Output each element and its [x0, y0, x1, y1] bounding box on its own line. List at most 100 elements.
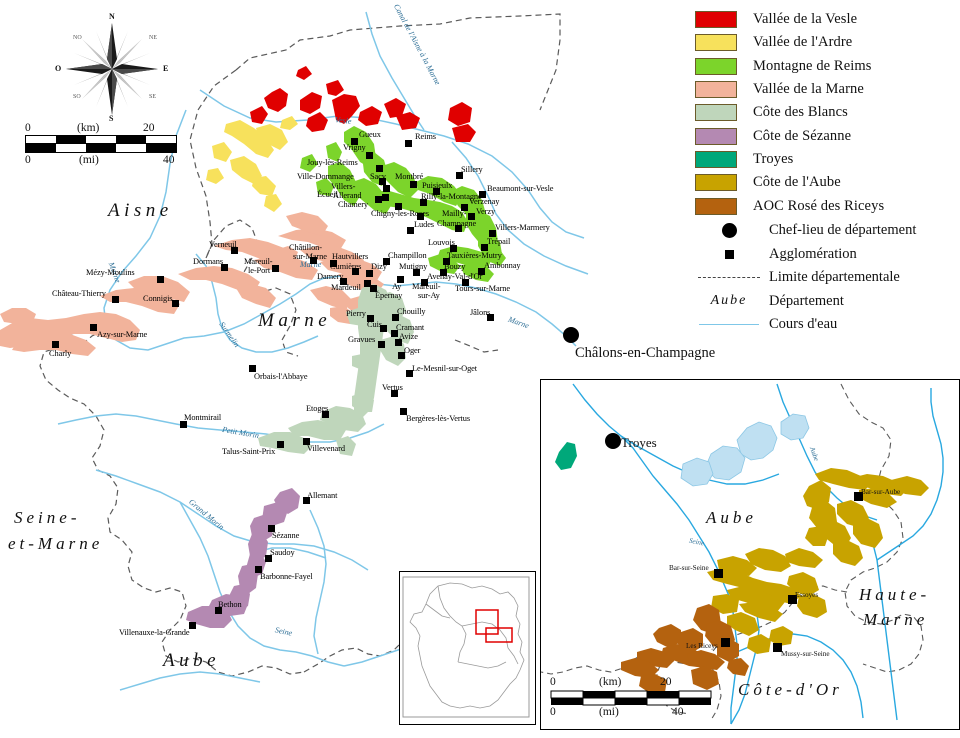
town-label: Gueux: [359, 130, 381, 139]
agglomeration-marker: [395, 203, 402, 210]
legend-symbol-label: Département: [769, 292, 844, 309]
agglomeration-marker: [340, 278, 347, 285]
agglomeration-marker: [52, 341, 59, 348]
agglomeration-marker: [364, 280, 371, 287]
inset-scalebar-mi-label: (mi): [599, 706, 619, 718]
agglomeration-marker: [379, 178, 386, 185]
agglomeration-marker: [410, 181, 417, 188]
town-label: Sézanne: [272, 531, 300, 540]
town-label: Le-Mesnil-sur-Oget: [412, 364, 478, 373]
legend-color-swatch: [695, 34, 737, 52]
agglomeration-marker: [383, 258, 390, 265]
agglomeration-marker: [255, 566, 262, 573]
legend-symbol-label: Limite départementale: [769, 269, 900, 286]
agglomeration-marker: [351, 138, 358, 145]
inset-chef-lieu-marker: [605, 433, 621, 449]
agglomeration-marker: [468, 213, 475, 220]
town-label: Ay: [392, 282, 402, 291]
compass-label-s: S: [109, 114, 114, 123]
town-label: Avenay-Val-d'Or: [427, 272, 483, 281]
inset-agglomeration-marker: [773, 643, 782, 652]
inset-department-label: Côte-d'Or: [738, 680, 843, 699]
legend-label: Montagne de Reims: [753, 57, 872, 74]
agglomeration-marker: [272, 265, 279, 272]
town-label: Montbré: [395, 172, 424, 181]
agglomeration-marker: [405, 140, 412, 147]
scalebar-main: 0 (km) 20 0 (mi) 40: [25, 122, 177, 169]
river-line-icon: [695, 324, 763, 326]
town-label: Mutigny: [399, 262, 428, 271]
legend-label: Vallée de la Vesle: [753, 11, 858, 28]
agglomeration-marker: [370, 285, 377, 292]
area-aoc-rose-des-riceys: [621, 604, 749, 694]
town-label: Gravues: [348, 335, 376, 344]
inset-town-label: Bar-sur-Aube: [861, 488, 901, 496]
agglomeration-marker: [268, 525, 275, 532]
town-label: Villevenard: [307, 444, 345, 453]
town-label: Etoges: [306, 404, 329, 413]
agglomeration-marker: [376, 165, 383, 172]
agglomeration-marker: [456, 172, 463, 179]
agglomeration-marker: [90, 324, 97, 331]
legend-label: AOC Rosé des Riceys: [753, 197, 885, 214]
agglomeration-marker: [487, 314, 494, 321]
town-label: Jâlons: [470, 308, 491, 317]
inset-scalebar-mi-start: 0: [550, 706, 556, 718]
town-label: Dormans: [193, 257, 224, 266]
agglomeration-marker: [112, 296, 119, 303]
town-label: Épernay: [375, 291, 403, 300]
france-outline: [409, 582, 525, 709]
legend-label: Vallée de l'Ardre: [753, 34, 853, 51]
town-label: Villenauxe-la-Grande: [119, 628, 190, 637]
agglomeration-marker: [172, 300, 179, 307]
inset-scalebar-km-label: (km): [599, 676, 622, 688]
town-label: Tauxières-Mutry: [447, 251, 502, 260]
town-label: Barbonne-Fayel: [260, 572, 313, 581]
town-label: Louvois: [428, 238, 455, 247]
compass-label-so: SO: [73, 94, 81, 100]
agglomeration-marker: [420, 199, 427, 206]
departmental-boundaries: [39, 13, 561, 677]
town-label: Mardeuil: [331, 283, 361, 292]
legend-row-appellation: Vallée de la Marne: [695, 78, 957, 101]
town-label: Villers-Marmery: [495, 223, 550, 232]
legend-row-symbol: Chef-lieu de département: [695, 219, 957, 243]
town-label: Damery: [317, 272, 344, 281]
department-label: Aube: [163, 650, 221, 671]
department-label: Aisne: [108, 200, 173, 221]
agglomeration-marker: [398, 352, 405, 359]
agglomeration-marker: [322, 411, 329, 418]
area-vallee-de-la-marne: [0, 212, 384, 356]
legend-color-swatch: [695, 11, 737, 29]
legend-row-appellation: Montagne de Reims: [695, 55, 957, 78]
legend-color-swatch: [695, 174, 737, 192]
legend-row-symbol: Aube Département: [695, 290, 957, 314]
town-label: Mareuil-: [412, 282, 441, 291]
legend-row-symbol: Agglomération: [695, 243, 957, 267]
compass-label-se: SE: [149, 94, 157, 100]
legend-color-swatch: [695, 57, 737, 75]
scalebar-km-label: (km): [77, 122, 100, 134]
inset-agglomeration-marker: [721, 638, 730, 647]
area-troyes: [555, 442, 577, 470]
agglomeration-marker: [310, 257, 317, 264]
town-label: Champagne: [437, 219, 477, 228]
agglomeration-marker: [461, 204, 468, 211]
legend-symbol-label: Chef-lieu de département: [769, 222, 917, 239]
area-cote-de-l-aube: [707, 468, 929, 654]
agglomeration-marker: [417, 213, 424, 220]
department-label: et-Marne: [8, 534, 104, 553]
agglomeration-marker: [455, 225, 462, 232]
aube-inset-map: Aube Haute- Marne Côte-d'Or Aube Seine Bar-sur…: [540, 379, 960, 730]
town-label: Bergères-lès-Vertus: [406, 414, 470, 423]
agglomeration-marker: [180, 421, 187, 428]
town-label: Pierry: [346, 309, 366, 318]
inset-agglomeration-marker: [854, 492, 863, 501]
town-label: Cramant: [396, 323, 425, 332]
legend-symbol-label: Cours d'eau: [769, 316, 838, 333]
agglomeration-marker: [395, 339, 402, 346]
town-label: Ambonnay: [484, 261, 521, 270]
inset-town-label: Bar-sur-Seine: [669, 564, 709, 572]
inset-city-label: Troyes: [621, 435, 657, 450]
